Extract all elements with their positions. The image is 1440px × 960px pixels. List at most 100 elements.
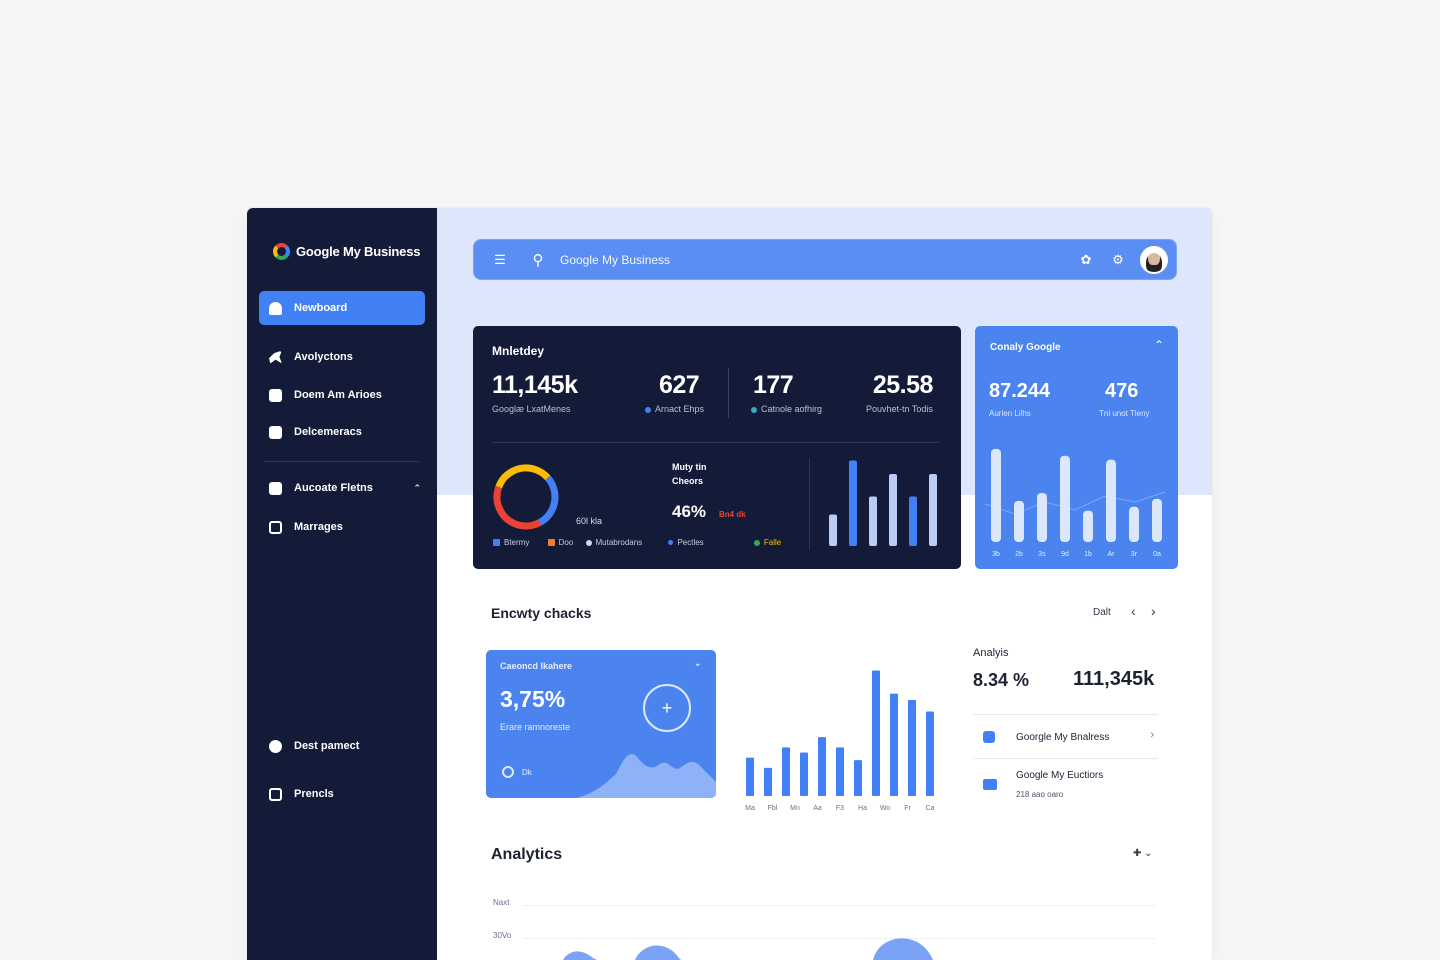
x-tick-label: 3s	[1038, 551, 1046, 558]
brand-logo[interactable]: Google My Business	[273, 243, 420, 260]
bar	[1106, 459, 1116, 542]
analytics-title: Analytics	[491, 846, 563, 863]
chevron-left-icon[interactable]: ‹	[1131, 603, 1136, 619]
bar	[800, 752, 808, 796]
bar	[909, 496, 917, 546]
sidebar-item-prencls[interactable]: Prencls	[259, 777, 425, 811]
stat-label: Pouvhet-tn Todis	[866, 404, 933, 414]
bar	[926, 711, 934, 796]
search-icon[interactable]: ⚲	[532, 251, 544, 269]
sidebar-item-label: Newboard	[294, 302, 348, 314]
bar	[782, 747, 790, 796]
sidebar-item-dest-pamect[interactable]: Dest pamect	[259, 729, 425, 763]
overview-card: Mnletdey 11,145k Googlæ LxatMenes 627 Ar…	[473, 326, 961, 569]
sidebar-item-marrages[interactable]: Marrages	[259, 510, 425, 544]
x-tick-label: Fr	[904, 805, 911, 812]
legend-label: Falle	[763, 538, 782, 547]
x-tick-label: 2b	[1015, 551, 1023, 558]
sidebar-item-label: Avolyctons	[294, 351, 353, 363]
x-tick-label: Aa	[813, 805, 822, 812]
sidebar-item-delcemeracs[interactable]: Delcemeracs	[259, 415, 425, 449]
stat-block: 11,145k Googlæ LxatMenes	[492, 371, 578, 414]
sidebar-item-newboard[interactable]: Newboard	[259, 291, 425, 325]
x-tick-label: 3b	[992, 551, 1000, 558]
sidebar-item-label: Doem Am Arioes	[294, 389, 382, 401]
search-input[interactable]: Google My Business	[560, 252, 671, 267]
bar	[872, 670, 880, 796]
list-item[interactable]: Goorgle My Bnalress ›	[973, 714, 1158, 758]
legend-swatch	[547, 539, 555, 547]
stat-label: Arnact Ehps	[655, 404, 705, 414]
chevron-up-icon[interactable]: ⌃	[413, 482, 421, 493]
x-tick-label: Ha	[858, 805, 867, 812]
legend-swatch	[493, 539, 500, 547]
bar	[1129, 506, 1139, 542]
settings-icon[interactable]: ⚙	[1112, 251, 1124, 267]
sidebar-item-aucoate[interactable]: Aucoate Fletns ⌃	[259, 471, 425, 505]
card-divider	[492, 442, 939, 443]
area-sparkline	[576, 753, 716, 798]
folder-icon	[269, 481, 282, 495]
conversion-card: Caeoncd lkahere ⌄ 3,75% Erare ramnoreste…	[486, 650, 716, 798]
x-tick-label: 9d	[1061, 551, 1069, 558]
blue-dot-icon	[645, 406, 651, 413]
bar	[908, 700, 916, 796]
bar	[991, 448, 1001, 542]
x-tick-label: Ca	[926, 805, 935, 812]
add-button[interactable]: +	[643, 684, 691, 732]
bar	[764, 767, 772, 796]
google-logo-icon	[273, 243, 290, 260]
activity-bar-chart: Ma Fbl Mn Aa F3 Ha Wo Fr Ca	[745, 670, 935, 812]
document-icon	[269, 425, 282, 439]
list-item-label: Goorgle My Bnalress	[1016, 732, 1110, 743]
analysis-title: Analyis	[973, 647, 1009, 659]
sidebar-item-label: Dest pamect	[294, 740, 360, 752]
menu-icon[interactable]: ☰	[494, 251, 506, 267]
legend-label: Pectles	[677, 538, 704, 547]
activity-title: Encwty chacks	[491, 605, 592, 621]
legend-label: Mutabrodans	[595, 538, 643, 547]
legend-swatch	[668, 540, 674, 546]
mini-card-sub: Erare ramnoreste	[500, 722, 571, 732]
payment-icon	[269, 739, 282, 753]
avatar[interactable]	[1140, 245, 1168, 274]
chart-divider	[809, 458, 810, 550]
pager-label: Dalt	[1093, 607, 1111, 618]
bar	[890, 693, 898, 796]
chevron-up-icon[interactable]: ⌃	[1153, 338, 1164, 352]
stat-label: Catnole aofhirg	[761, 404, 823, 414]
chevron-down-icon[interactable]: ⌄	[693, 658, 702, 669]
x-tick-label: 1b	[1084, 551, 1092, 558]
bar	[854, 760, 862, 796]
bar	[1060, 455, 1070, 542]
chevron-right-icon[interactable]: ›	[1151, 603, 1156, 619]
settings-toggle-icon[interactable]: ✚ ⌄	[1133, 848, 1153, 859]
side-card-title: Conaly Google	[990, 342, 1061, 353]
grid-line	[523, 905, 1155, 906]
x-tick-label: Fbl	[768, 805, 778, 812]
legend-swatch	[585, 539, 592, 546]
side-stat-value: 476	[1105, 380, 1139, 402]
teal-dot-icon	[751, 406, 757, 413]
mini-card-footer: Dk	[522, 768, 532, 777]
home-icon	[269, 301, 282, 315]
y-axis-label: Naxt	[493, 898, 510, 907]
chevron-right-icon[interactable]: ›	[1150, 729, 1154, 741]
twitter-icon[interactable]: ✿	[1080, 251, 1092, 267]
stat-value: 627	[659, 371, 700, 399]
stat-value: 25.58	[872, 371, 934, 399]
message-icon	[983, 779, 997, 790]
x-tick-label: Mn	[790, 805, 800, 812]
bar	[889, 474, 897, 546]
bar	[1083, 510, 1093, 542]
sidebar-divider	[263, 461, 419, 462]
sidebar-item-doem[interactable]: Doem Am Arioes	[259, 378, 425, 412]
sidebar-item-label: Prencls	[294, 788, 334, 800]
sidebar-item-avolyctons[interactable]: Avolyctons	[259, 340, 425, 374]
panels-icon	[269, 787, 282, 801]
overview-bar-chart	[829, 460, 937, 546]
search-bar: ☰ ⚲ Google My Business ✿ ⚙	[473, 239, 1177, 280]
x-tick-label: Ma	[745, 805, 755, 812]
side-stat-label: Aurlen Lilhs	[989, 409, 1031, 418]
list-item[interactable]: Google My Euctiors 218 aao oaro	[973, 758, 1158, 808]
